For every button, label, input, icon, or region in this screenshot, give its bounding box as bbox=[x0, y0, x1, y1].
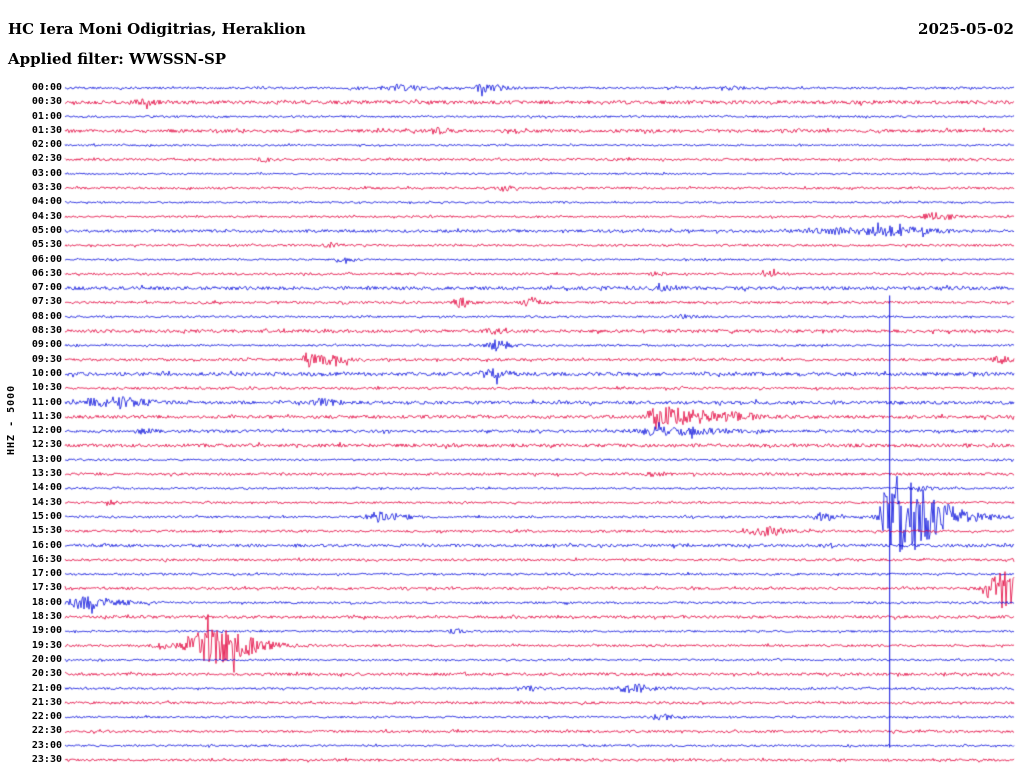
seismogram-canvas bbox=[0, 0, 1024, 780]
helicorder-page: HC Iera Moni Odigitrias, Heraklion 2025-… bbox=[0, 0, 1024, 780]
